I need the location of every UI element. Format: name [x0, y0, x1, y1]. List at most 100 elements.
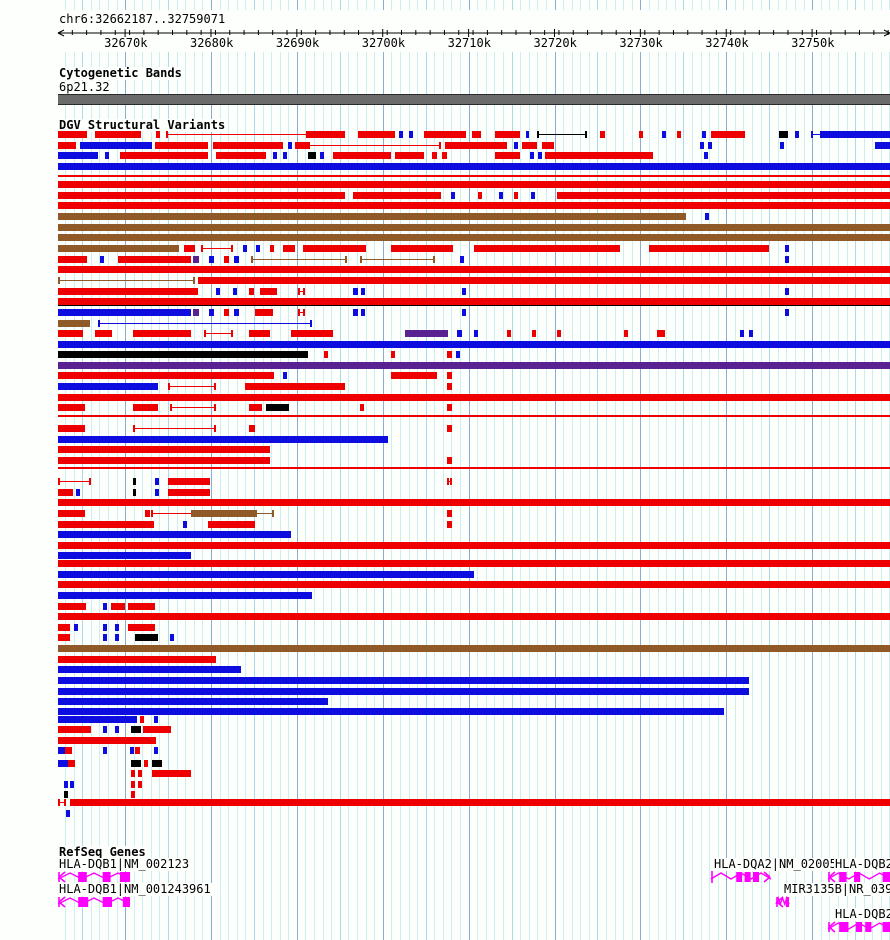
variant-bar[interactable]: [58, 351, 308, 358]
variant-bar[interactable]: [58, 163, 890, 170]
variant-tick[interactable]: [69, 781, 74, 788]
variant-bar[interactable]: [58, 571, 474, 578]
variant-bar[interactable]: [58, 341, 890, 348]
variant-tick[interactable]: [131, 781, 136, 788]
variant-bar[interactable]: [58, 634, 71, 641]
variant-whisker[interactable]: [203, 330, 233, 337]
variant-tick[interactable]: [99, 256, 104, 263]
variant-whisker[interactable]: [170, 404, 217, 411]
variant-bar[interactable]: [58, 531, 291, 538]
variant-tick[interactable]: [538, 152, 543, 159]
variant-tick[interactable]: [282, 152, 287, 159]
variant-tick[interactable]: [320, 152, 325, 159]
variant-tick[interactable]: [447, 372, 452, 379]
variant-tick[interactable]: [131, 791, 136, 798]
variant-bar[interactable]: [821, 131, 890, 138]
variant-bar[interactable]: [58, 256, 88, 263]
variant-tick[interactable]: [209, 256, 214, 263]
variant-tick[interactable]: [532, 330, 537, 337]
variant-bar[interactable]: [58, 760, 68, 767]
variant-bar[interactable]: [778, 131, 789, 138]
variant-tick[interactable]: [638, 131, 643, 138]
variant-tick[interactable]: [474, 330, 479, 337]
variant-whisker[interactable]: [307, 142, 441, 149]
variant-tick[interactable]: [132, 489, 137, 496]
variant-bar[interactable]: [131, 760, 142, 767]
variant-tick[interactable]: [432, 152, 438, 159]
variant-tick[interactable]: [457, 330, 462, 337]
variant-bar[interactable]: [424, 131, 466, 138]
variant-tick[interactable]: [785, 309, 790, 316]
variant-whisker[interactable]: [167, 383, 217, 390]
variant-tick[interactable]: [234, 256, 239, 263]
variant-bar[interactable]: [120, 152, 208, 159]
variant-tick[interactable]: [701, 131, 707, 138]
variant-bar[interactable]: [58, 330, 83, 337]
gene-glyph[interactable]: [827, 920, 890, 934]
variant-whisker[interactable]: [97, 320, 312, 327]
variant-bar[interactable]: [474, 245, 620, 252]
variant-tick[interactable]: [461, 309, 466, 316]
variant-bar[interactable]: [58, 613, 890, 620]
variant-tick[interactable]: [557, 330, 562, 337]
variant-bar[interactable]: [58, 716, 138, 723]
variant-tick[interactable]: [192, 256, 200, 263]
variant-bar[interactable]: [58, 489, 73, 496]
variant-tick[interactable]: [600, 131, 606, 138]
variant-tick[interactable]: [705, 213, 710, 220]
variant-tick[interactable]: [58, 747, 65, 754]
variant-bar[interactable]: [494, 131, 520, 138]
variant-bar[interactable]: [127, 603, 156, 610]
variant-tick[interactable]: [399, 131, 404, 138]
variant-bar[interactable]: [58, 467, 890, 469]
variant-bar[interactable]: [657, 330, 666, 337]
variant-tick[interactable]: [102, 634, 108, 641]
variant-tick[interactable]: [324, 351, 329, 358]
variant-bar[interactable]: [95, 330, 113, 337]
variant-tick[interactable]: [530, 192, 535, 199]
variant-tick[interactable]: [785, 288, 790, 295]
variant-bar[interactable]: [58, 552, 192, 559]
variant-tick[interactable]: [513, 192, 519, 199]
variant-bar[interactable]: [58, 446, 271, 453]
variant-bar[interactable]: [58, 234, 890, 241]
variant-tick[interactable]: [409, 131, 414, 138]
variant-tick[interactable]: [137, 770, 143, 777]
variant-bar[interactable]: [557, 192, 890, 199]
variant-bar[interactable]: [58, 404, 86, 411]
variant-bar[interactable]: [58, 394, 890, 401]
variant-bar[interactable]: [58, 288, 198, 295]
variant-bar[interactable]: [255, 309, 273, 316]
variant-bar[interactable]: [332, 152, 391, 159]
variant-tick[interactable]: [249, 288, 254, 295]
variant-bar[interactable]: [58, 666, 242, 673]
variant-tick[interactable]: [447, 457, 452, 464]
gene-glyph[interactable]: [710, 870, 772, 884]
variant-bar[interactable]: [155, 142, 208, 149]
variant-bar[interactable]: [132, 330, 192, 337]
variant-tick[interactable]: [209, 309, 214, 316]
variant-bar[interactable]: [58, 708, 724, 715]
variant-bar[interactable]: [167, 489, 211, 496]
variant-bar[interactable]: [58, 581, 890, 588]
variant-bar[interactable]: [134, 634, 158, 641]
variant-tick[interactable]: [455, 351, 460, 358]
variant-whisker[interactable]: [58, 478, 92, 485]
variant-bar[interactable]: [58, 698, 329, 705]
variant-tick[interactable]: [216, 288, 221, 295]
variant-bar[interactable]: [191, 510, 256, 517]
variant-bar[interactable]: [394, 152, 425, 159]
variant-tick[interactable]: [155, 478, 159, 485]
variant-tick[interactable]: [270, 245, 275, 252]
variant-tick[interactable]: [461, 288, 466, 295]
variant-bar[interactable]: [58, 603, 87, 610]
variant-bar[interactable]: [58, 266, 890, 273]
variant-bar[interactable]: [58, 542, 890, 549]
variant-tick[interactable]: [139, 716, 144, 723]
variant-bar[interactable]: [117, 256, 192, 263]
variant-bar[interactable]: [58, 726, 92, 733]
variant-tick[interactable]: [360, 309, 365, 316]
variant-tick[interactable]: [785, 256, 790, 263]
variant-bar[interactable]: [58, 415, 890, 417]
variant-tick[interactable]: [272, 152, 277, 159]
